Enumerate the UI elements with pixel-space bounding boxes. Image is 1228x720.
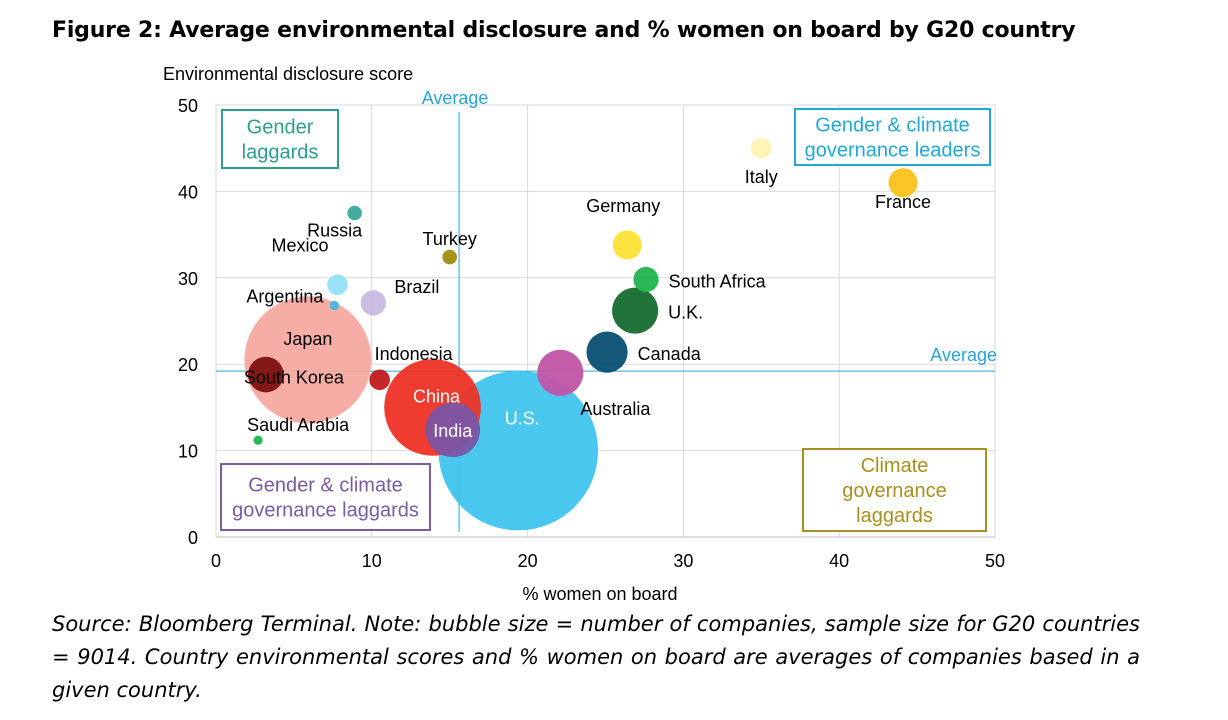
bubble-canada <box>586 331 628 373</box>
x-axis-title: % women on board <box>522 584 677 604</box>
label-mexico: Mexico <box>272 236 329 256</box>
bubble-brazil <box>360 290 386 316</box>
label-indonesia: Indonesia <box>375 344 454 364</box>
bubble-italy <box>751 137 772 159</box>
x-tick-label: 30 <box>673 551 693 571</box>
bubble-australia <box>537 349 584 396</box>
x-tick-label: 50 <box>985 551 1005 571</box>
x-tick-label: 20 <box>518 551 538 571</box>
bubble-turkey <box>442 249 457 265</box>
y-tick-label: 30 <box>178 269 198 289</box>
bubble-chart: 0 10 20 30 40 50 0 10 20 30 40 50 Environmental disc… <box>163 64 1005 604</box>
label-turkey: Turkey <box>423 229 477 249</box>
label-india: India <box>433 421 473 441</box>
y-axis-title: Environmental disclosure score <box>163 64 413 84</box>
quadrant-top-right-box <box>794 108 991 166</box>
bubble-germany <box>612 230 642 260</box>
bubble-russia <box>347 205 362 221</box>
label-brazil: Brazil <box>394 277 439 297</box>
label-argentina: Argentina <box>246 286 324 306</box>
quadrant-top-left-label: Gender laggards <box>242 117 319 164</box>
y-tick-label: 50 <box>178 96 198 116</box>
bubble-argentina <box>329 300 340 311</box>
quadrant-bottom-left-label: Gender & climate governance laggards <box>232 475 419 522</box>
label-japan: Japan <box>283 329 332 349</box>
label-saudi-arabia: Saudi Arabia <box>247 415 350 435</box>
label-south-africa: South Africa <box>669 272 767 292</box>
x-tick-label: 10 <box>362 551 382 571</box>
source-note: Source: Bloomberg Terminal. Note: bubble… <box>52 612 1140 702</box>
quadrant-bottom-right-label: Climate governance laggards <box>842 455 947 527</box>
label-u-k: U.K. <box>668 303 703 323</box>
bubble-u-k <box>612 287 659 334</box>
x-tick-label: 40 <box>829 551 849 571</box>
bubble-indonesia <box>369 369 390 391</box>
y-tick-label: 40 <box>178 182 198 202</box>
quadrant-top-left-box <box>221 109 339 169</box>
label-france: France <box>875 192 931 212</box>
label-u-s: U.S. <box>505 409 540 429</box>
y-tick-label: 10 <box>178 442 198 462</box>
label-canada: Canada <box>638 344 702 364</box>
y-average-label: Average <box>930 345 997 365</box>
label-italy: Italy <box>745 167 778 187</box>
quadrant-top-right-label: Gender & climate governance leaders <box>805 115 981 162</box>
y-tick-label: 20 <box>178 355 198 375</box>
label-australia: Australia <box>580 399 651 419</box>
quadrant-bottom-right-box <box>802 448 987 532</box>
label-russia: Russia <box>307 220 363 240</box>
bubble-mexico <box>327 274 348 296</box>
label-germany: Germany <box>586 196 660 216</box>
y-tick-label: 0 <box>188 528 198 548</box>
bubble-japan <box>244 296 372 424</box>
bubble-india <box>425 402 481 458</box>
x-tick-label: 0 <box>211 551 221 571</box>
figure-title: Figure 2: Average environmental disclosu… <box>52 18 1076 43</box>
bubble-france <box>888 168 918 198</box>
bubble-saudi-arabia <box>253 435 263 445</box>
bubble-south-africa <box>633 266 659 293</box>
quadrant-bottom-left-box <box>220 463 431 531</box>
bubble-south-korea <box>248 356 284 393</box>
label-south-korea: South Korea <box>244 368 345 388</box>
x-average-label: Average <box>422 88 489 108</box>
label-china: China <box>413 386 461 406</box>
